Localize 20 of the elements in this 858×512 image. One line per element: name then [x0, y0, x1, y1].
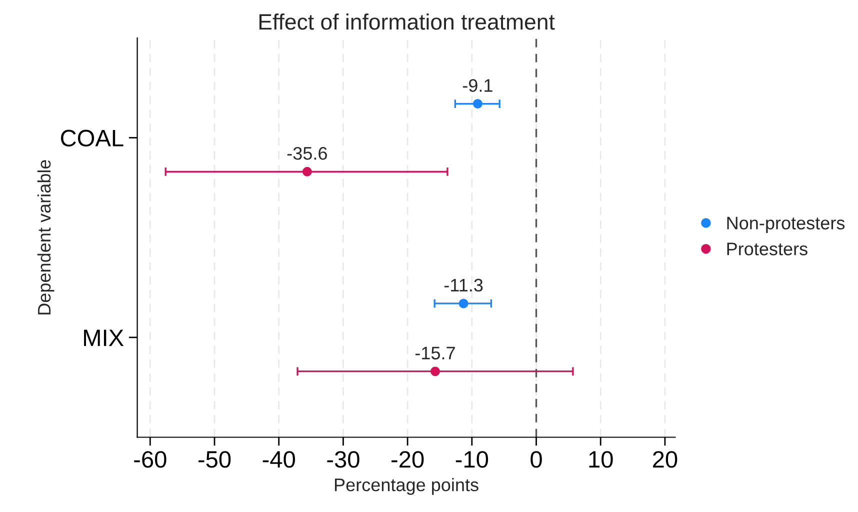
legend-label: Protesters — [727, 242, 808, 256]
x-tick-label: -20 — [392, 451, 424, 468]
chart-title: Effect of information treatment — [259, 13, 555, 30]
x-tick-label: -30 — [327, 451, 360, 468]
y-tick-label: COAL — [60, 130, 124, 147]
x-tick-label: -60 — [134, 451, 166, 468]
x-tick-label: -10 — [456, 451, 488, 468]
x-tick-label: 20 — [653, 451, 678, 468]
y-tick-label: MIX — [84, 330, 124, 346]
x-tick-label: 10 — [589, 451, 613, 468]
x-tick-label: 0 — [530, 451, 542, 468]
data-label: -11.3 — [444, 278, 483, 292]
y-axis-title: Dependent variable — [37, 160, 54, 314]
data-label: -35.6 — [287, 146, 327, 160]
data-label: -15.7 — [415, 346, 455, 360]
x-tick-label: -50 — [198, 451, 231, 468]
legend-label: Non-protesters — [727, 216, 845, 234]
x-tick-label: -40 — [262, 451, 295, 468]
x-axis-title: Percentage points — [334, 478, 478, 495]
data-label: -9.1 — [462, 79, 492, 92]
